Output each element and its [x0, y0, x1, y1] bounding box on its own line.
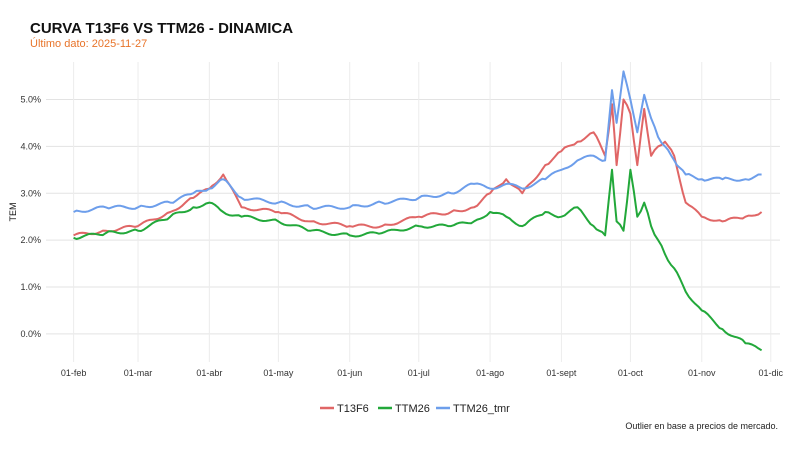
- y-axis-label: TEM: [8, 203, 18, 222]
- x-tick-label: 01-jun: [337, 368, 362, 378]
- x-tick-label: 01-jul: [408, 368, 430, 378]
- x-tick-label: 01-may: [263, 368, 294, 378]
- legend-label: T13F6: [337, 403, 369, 415]
- x-tick-label: 01-ago: [476, 368, 504, 378]
- legend-label: TTM26_tmr: [453, 403, 510, 415]
- series-line-t13f6: [73, 98, 763, 237]
- y-tick-label: 1.0%: [20, 282, 41, 292]
- x-tick-label: 01-nov: [688, 368, 716, 378]
- y-tick-label: 3.0%: [20, 188, 41, 198]
- y-tick-label: 2.0%: [20, 235, 41, 245]
- series-layer: [73, 70, 763, 352]
- x-tick-label: 01-sept: [546, 368, 577, 378]
- x-tick-label: 01-feb: [61, 368, 87, 378]
- y-tick-label: 5.0%: [20, 95, 41, 105]
- grid-layer: [46, 62, 780, 362]
- y-tick-label: 0.0%: [20, 329, 41, 339]
- x-tick-label: 01-oct: [618, 368, 644, 378]
- legend-label: TTM26: [395, 403, 430, 415]
- y-tick-label: 4.0%: [20, 141, 41, 151]
- series-line-ttm26: [73, 168, 763, 352]
- x-tick-label: 01-mar: [124, 368, 153, 378]
- series-line-ttm26-tmr: [73, 70, 762, 213]
- chart-subtitle: Último dato: 2025-11-27: [30, 38, 148, 50]
- x-tick-label: 01-abr: [196, 368, 222, 378]
- legend: T13F6 TTM26 TTM26_tmr: [320, 403, 510, 415]
- chart-caption: Outlier en base a precios de mercado.: [625, 421, 778, 431]
- axis-layer: 0.0% 1.0% 2.0% 3.0% 4.0% 5.0% 01-feb 01-mar 01-a…: [20, 95, 783, 379]
- x-tick-label: 01-dic: [759, 368, 784, 378]
- chart-title: CURVA T13F6 VS TTM26 - DINAMICA: [30, 20, 294, 37]
